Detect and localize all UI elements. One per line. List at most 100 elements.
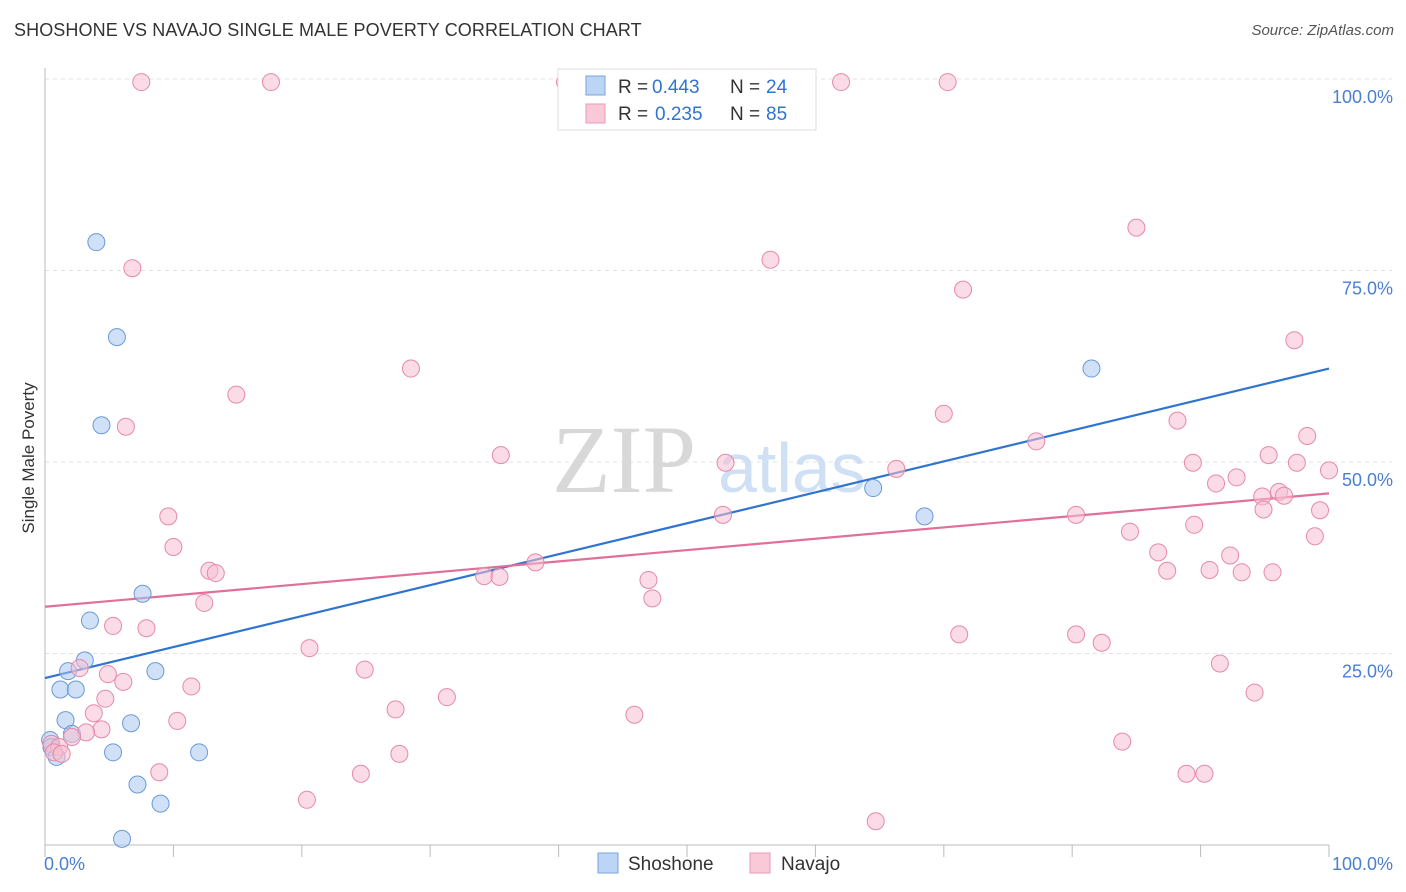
- point-shoshone-0: [87, 233, 106, 252]
- point-navajo-37: [1305, 527, 1324, 546]
- point-navajo-39: [1221, 546, 1240, 565]
- stats-n-label-navajo: N =: [730, 104, 760, 125]
- point-navajo-18: [1027, 432, 1046, 451]
- stats-n-value-shoshone: 24: [766, 77, 788, 98]
- point-shoshone-3: [133, 584, 152, 603]
- point-navajo-52: [104, 616, 123, 635]
- point-navajo-10: [227, 385, 246, 404]
- point-navajo-48: [1232, 563, 1251, 582]
- legend-swatch-navajo: [749, 852, 771, 874]
- point-navajo-66: [386, 700, 405, 719]
- point-navajo-3: [832, 73, 851, 92]
- trend-line-navajo: [44, 492, 1330, 608]
- point-navajo-69: [92, 720, 111, 739]
- point-navajo-20: [1259, 446, 1278, 465]
- point-shoshone-23: [1082, 359, 1101, 378]
- point-navajo-0: [132, 73, 151, 92]
- trend-lines: [44, 367, 1330, 680]
- point-navajo-8: [1127, 218, 1146, 237]
- point-navajo-23: [1298, 426, 1317, 445]
- point-navajo-49: [1263, 563, 1282, 582]
- point-navajo-38: [1149, 543, 1168, 562]
- point-shoshone-4: [80, 611, 99, 630]
- series-legend: Shoshone Navajo: [597, 852, 840, 875]
- point-shoshone-22: [915, 507, 934, 526]
- point-navajo-58: [355, 660, 374, 679]
- point-shoshone-16: [190, 743, 209, 762]
- point-navajo-29: [1254, 500, 1273, 519]
- source-label: Source: ZipAtlas.com: [1251, 22, 1394, 39]
- point-navajo-32: [1067, 505, 1086, 524]
- point-shoshone-15: [104, 743, 123, 762]
- point-navajo-61: [114, 672, 133, 691]
- point-navajo-6: [761, 250, 780, 269]
- x-tick-label-right: 100.0%: [1332, 854, 1393, 874]
- point-navajo-22: [1320, 461, 1338, 480]
- point-navajo-9: [1285, 331, 1304, 350]
- watermark: ZIP atlas: [552, 406, 866, 513]
- stats-r-value-shoshone: 0.443: [652, 77, 700, 98]
- point-shoshone-1: [107, 328, 126, 347]
- point-navajo-44: [490, 567, 509, 586]
- point-navajo-57: [1092, 633, 1111, 652]
- point-navajo-35: [164, 538, 183, 557]
- point-navajo-50: [195, 593, 214, 612]
- point-shoshone-11: [122, 714, 141, 733]
- point-navajo-43: [475, 567, 494, 586]
- y-tick-label-75: 75.0%: [1342, 279, 1393, 299]
- grid-lines: [45, 78, 1392, 654]
- point-navajo-82: [1177, 764, 1196, 783]
- point-navajo-30: [1311, 501, 1330, 520]
- point-navajo-12: [116, 417, 135, 436]
- y-tick-label-25: 25.0%: [1342, 662, 1393, 682]
- point-navajo-59: [98, 665, 117, 684]
- stats-r-label-shoshone: R =: [618, 77, 648, 98]
- y-tick-label-50: 50.0%: [1342, 470, 1393, 490]
- point-shoshone-20: [113, 829, 132, 848]
- point-navajo-54: [300, 639, 319, 658]
- point-navajo-13: [934, 404, 953, 423]
- point-navajo-7: [954, 280, 973, 299]
- point-navajo-53: [137, 619, 156, 638]
- data-points: [41, 73, 1338, 848]
- point-navajo-78: [390, 744, 409, 763]
- x-tick-label-left: 0.0%: [44, 854, 85, 874]
- point-navajo-14: [1168, 411, 1187, 430]
- point-navajo-51: [643, 589, 662, 608]
- point-navajo-19: [1183, 453, 1202, 472]
- point-shoshone-7: [146, 662, 165, 681]
- stats-legend: R = 0.443 N = 24 R = 0.235 N = 85: [557, 68, 817, 131]
- point-navajo-71: [1245, 683, 1264, 702]
- point-navajo-16: [716, 453, 735, 472]
- point-navajo-40: [526, 553, 545, 572]
- legend-label-navajo: Navajo: [781, 854, 840, 875]
- point-navajo-25: [1207, 474, 1226, 493]
- watermark-atlas: atlas: [718, 429, 866, 507]
- point-shoshone-21: [864, 479, 883, 498]
- point-navajo-68: [168, 711, 187, 730]
- point-shoshone-18: [128, 775, 147, 794]
- point-navajo-65: [84, 704, 103, 723]
- point-navajo-77: [52, 744, 71, 763]
- point-navajo-28: [1275, 486, 1294, 505]
- point-navajo-80: [351, 764, 370, 783]
- point-navajo-70: [1210, 654, 1229, 673]
- point-shoshone-2: [92, 416, 111, 435]
- point-navajo-45: [639, 570, 658, 589]
- stats-n-label-shoshone: N =: [730, 77, 760, 98]
- point-shoshone-9: [66, 680, 85, 699]
- point-navajo-73: [62, 727, 81, 746]
- y-axis-title: Single Male Poverty: [19, 382, 38, 534]
- point-navajo-60: [70, 659, 89, 678]
- point-navajo-62: [182, 677, 201, 696]
- point-navajo-34: [159, 507, 178, 526]
- watermark-zip: ZIP: [552, 406, 696, 513]
- stats-n-value-navajo: 85: [766, 104, 787, 125]
- stats-r-value-navajo: 0.235: [655, 104, 703, 125]
- point-navajo-81: [1113, 732, 1132, 751]
- point-navajo-17: [887, 459, 906, 478]
- y-tick-labels: 100.0% 75.0% 50.0% 25.0%: [1332, 87, 1393, 682]
- point-navajo-63: [96, 689, 115, 708]
- point-navajo-47: [1200, 561, 1219, 580]
